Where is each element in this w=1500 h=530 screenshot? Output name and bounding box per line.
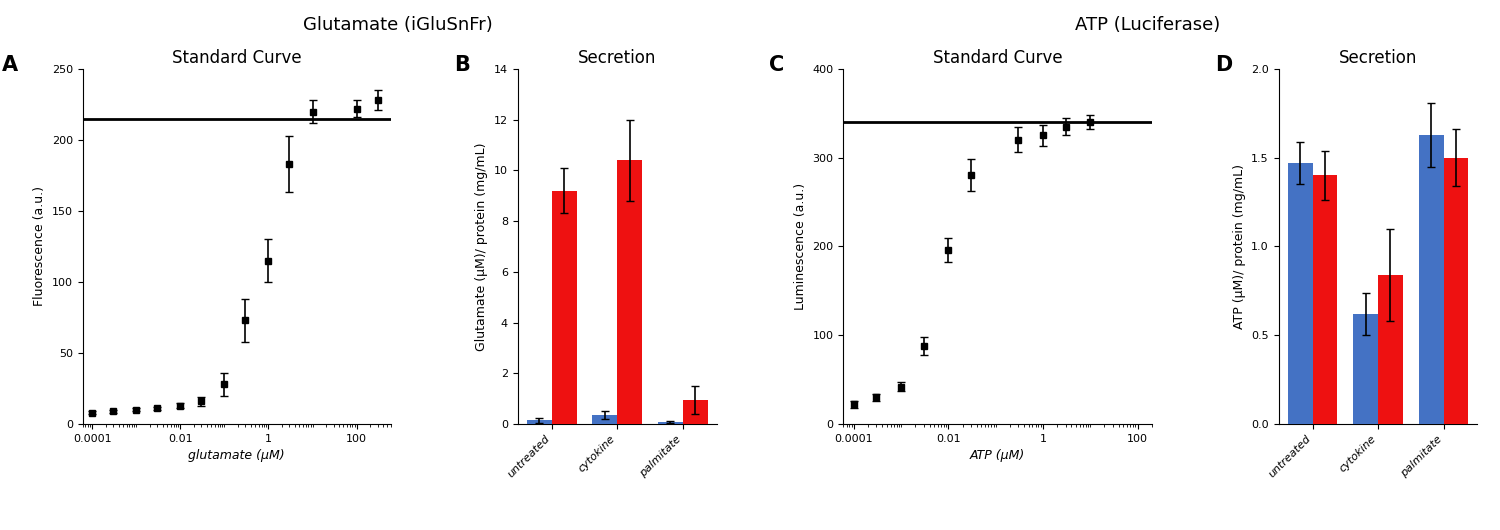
Bar [526, 420, 552, 424]
Bar [1443, 157, 1468, 424]
Bar [616, 160, 642, 424]
X-axis label: glutamate (μM): glutamate (μM) [189, 449, 285, 462]
Bar [1353, 314, 1378, 424]
Bar [658, 422, 682, 424]
Bar [1378, 275, 1402, 424]
Bar [682, 400, 708, 424]
Text: ATP (Luciferase): ATP (Luciferase) [1076, 16, 1220, 34]
Text: C: C [770, 55, 784, 75]
Text: Glutamate (iGluSnFr): Glutamate (iGluSnFr) [303, 16, 492, 34]
Title: Standard Curve: Standard Curve [933, 49, 1062, 67]
Text: B: B [454, 55, 470, 75]
Bar [1287, 163, 1312, 424]
Title: Secretion: Secretion [578, 49, 657, 67]
Bar [592, 415, 616, 424]
Text: A: A [3, 55, 18, 75]
Y-axis label: Luminescence (a.u.): Luminescence (a.u.) [794, 183, 807, 310]
Bar [1419, 135, 1443, 424]
Text: D: D [1215, 55, 1231, 75]
X-axis label: ATP (μM): ATP (μM) [970, 449, 1024, 462]
Y-axis label: ATP (μM)/ protein (mg/mL): ATP (μM)/ protein (mg/mL) [1233, 164, 1245, 329]
Bar [1312, 175, 1338, 424]
Y-axis label: Fluorescence (a.u.): Fluorescence (a.u.) [33, 187, 46, 306]
Y-axis label: Glutamate (μM)/ protein (mg/mL): Glutamate (μM)/ protein (mg/mL) [476, 142, 489, 351]
Title: Secretion: Secretion [1340, 49, 1418, 67]
Title: Standard Curve: Standard Curve [172, 49, 302, 67]
Bar [552, 191, 576, 424]
